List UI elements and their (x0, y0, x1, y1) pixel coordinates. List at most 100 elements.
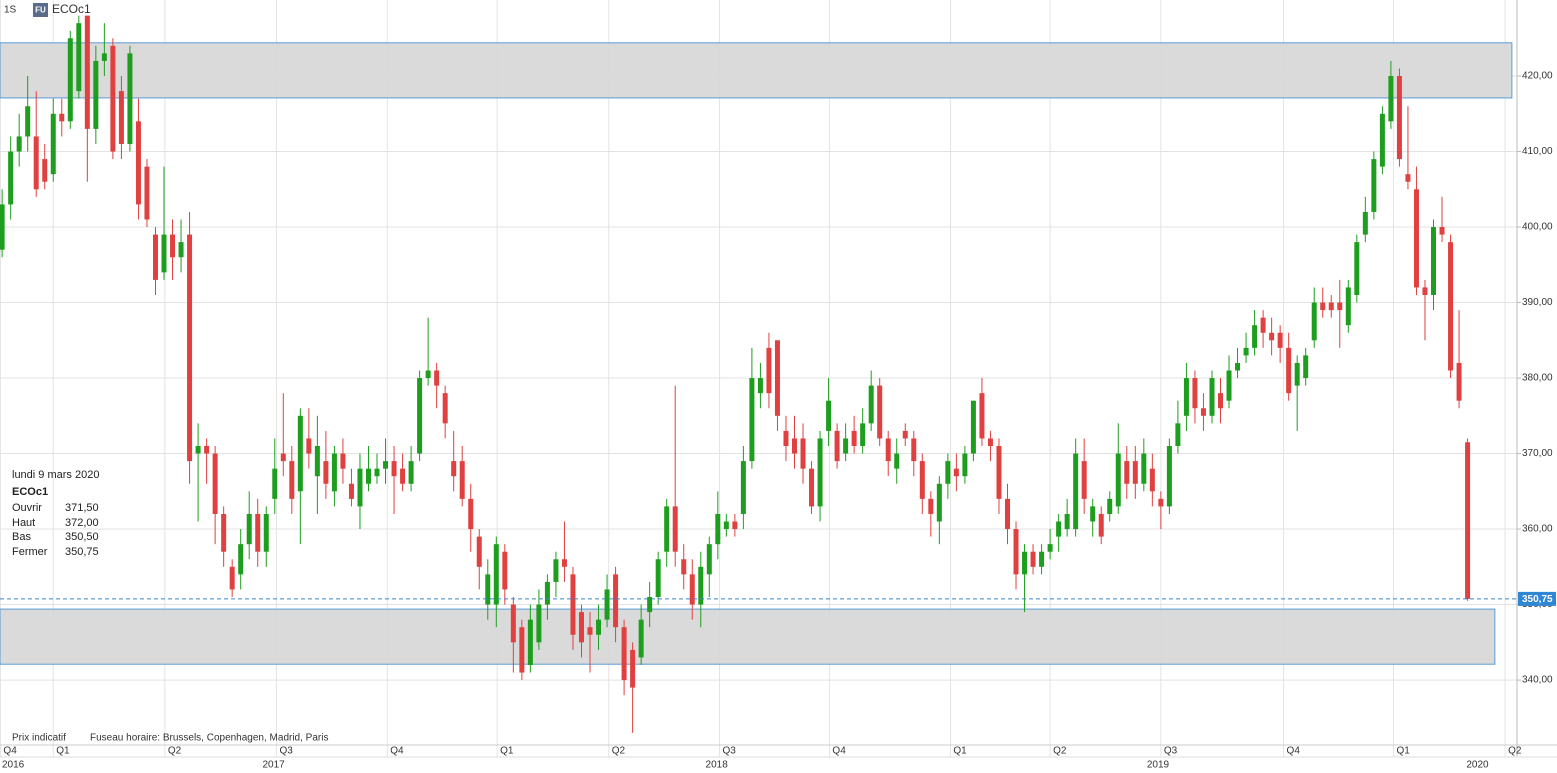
x-tick-label: Q2 (168, 746, 182, 757)
candle-body (212, 453, 218, 514)
candle-body (681, 559, 687, 575)
candle-body (1013, 529, 1019, 575)
footer-timezone: Fuseau horaire: Brussels, Copenhagen, Ma… (90, 733, 328, 744)
candle-body (8, 151, 14, 205)
x-tick-label: Q2 (612, 746, 626, 757)
candle-body (809, 468, 815, 507)
candle-body (536, 604, 542, 643)
candle-body (476, 536, 482, 567)
candle-body (485, 574, 491, 605)
tooltip-text: Fermer (12, 545, 48, 558)
candle-body (1158, 498, 1164, 507)
candle-body (1175, 423, 1181, 447)
candle-body (902, 430, 908, 439)
tooltip-text: Haut (12, 516, 36, 529)
candle-body (1396, 76, 1402, 160)
candle-body (357, 468, 363, 507)
candle-body (766, 347, 772, 394)
candle-body (664, 506, 670, 552)
tooltip: lundi 9 mars 2020 ECOc1 Ouvrir 371,50 Haut… (12, 468, 99, 559)
candle-body (1439, 227, 1445, 235)
candle-body (1149, 468, 1155, 492)
candle-body (493, 544, 499, 605)
candle-body (1328, 302, 1334, 311)
candle-body (238, 544, 244, 575)
candle-body (306, 438, 312, 454)
candle-body (851, 430, 857, 447)
candle-body (101, 53, 107, 61)
candle-body (255, 513, 261, 552)
candle-body (877, 385, 883, 439)
candle-body (246, 513, 252, 545)
candle-body (1183, 378, 1189, 416)
candle-body (314, 446, 320, 477)
candle-body (689, 574, 695, 605)
candle-body (732, 521, 738, 530)
candle-body (59, 113, 65, 122)
candle-body (510, 604, 516, 643)
candle-body (1107, 498, 1113, 514)
candle-body (1269, 332, 1275, 341)
candle-body (1166, 446, 1172, 507)
candle-body (272, 468, 278, 499)
candle-body (740, 461, 746, 514)
x-tick-label: Q1 (1396, 746, 1410, 757)
candle-body (365, 468, 371, 484)
candle-body (587, 627, 593, 635)
candle-body (383, 461, 389, 469)
x-tick-label: Q3 (279, 746, 293, 757)
tooltip-text: Bas (12, 531, 31, 543)
candle-body (638, 619, 644, 658)
x-tick-label: Q4 (390, 746, 404, 757)
candle-body (604, 589, 610, 620)
candle-body (1039, 551, 1045, 567)
candle-body (50, 113, 56, 175)
candle-body (723, 521, 729, 530)
candle-body (1286, 347, 1292, 394)
candle-body (323, 461, 329, 484)
zone (0, 608, 1496, 665)
candle-body (25, 106, 31, 137)
x-tick-label: Q3 (1164, 746, 1178, 757)
candle-body (1388, 76, 1394, 122)
candle-body (1209, 378, 1215, 416)
candle-body (459, 461, 465, 499)
candle-body (84, 15, 90, 129)
candle-body (1303, 355, 1309, 379)
candle-body (442, 393, 448, 424)
candle-body (468, 498, 474, 530)
candle-body (1252, 325, 1258, 348)
x-tick-label: Q1 (500, 746, 514, 757)
candle-body (1320, 302, 1326, 311)
candle-body (1115, 453, 1121, 507)
tooltip-text: Ouvrir (12, 502, 42, 514)
candle-body (1448, 242, 1454, 371)
badge: FU (35, 6, 46, 15)
candle-body (144, 166, 150, 220)
candle-body (911, 438, 917, 462)
candle-body (161, 234, 167, 273)
tooltip-row: Fermer 350,75 (12, 545, 99, 560)
candle-body (33, 136, 39, 190)
candle-body (706, 544, 712, 575)
candle-body (519, 627, 525, 673)
x-tick-label: Q4 (3, 746, 17, 757)
candle-body (1422, 287, 1428, 295)
candle-body (195, 446, 201, 454)
candle-body (945, 461, 951, 484)
candle-body (834, 430, 840, 462)
symbol[interactable]: ECOc1 (52, 2, 91, 16)
candle-body (135, 121, 141, 205)
candle-body (996, 446, 1002, 499)
candle-body (1073, 453, 1079, 530)
candle-body (67, 38, 73, 122)
interval[interactable]: 1S (4, 5, 17, 16)
candle-body (698, 566, 704, 605)
candle-body (1354, 242, 1360, 295)
candle-body (42, 159, 48, 182)
candle-body (451, 461, 457, 477)
candle-body (1405, 174, 1411, 182)
y-tick-label: 390,00 (1522, 297, 1553, 308)
candle-body (93, 60, 99, 129)
candle-body (553, 559, 559, 582)
